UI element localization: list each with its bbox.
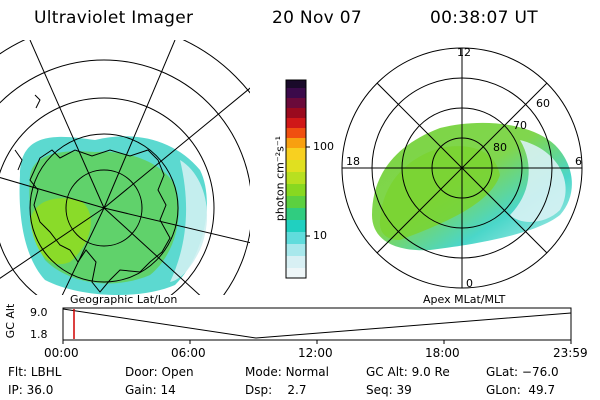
geographic-map [0,40,250,295]
timeline-xtick-0600: 06:00 [171,346,206,360]
altitude-curve [62,308,572,339]
colorbar-tick-100: 100 [313,140,334,153]
status-mode: Mode: Normal [245,365,329,379]
status-ip-value: 36.0 [26,383,54,397]
status-glat-value: −76.0 [521,365,559,379]
colorbar-unit-label: photon cm⁻²s⁻¹ [273,135,287,222]
observation-date: 20 Nov 07 [272,8,362,28]
timeline-axis-label: GC Alt [4,303,17,339]
mlat-label-80: 80 [493,141,507,154]
lat-circle-70 [29,133,179,283]
timeline-xtick-2359: 23:59 [553,346,588,360]
lat-circle-60 [0,97,215,295]
mlat-label-70: 70 [513,119,527,132]
left-panel-label: Geographic Lat/Lon [70,293,178,306]
coastline-fragment [14,149,23,171]
altitude-timeline [62,307,572,344]
mlat-label-60: 60 [536,97,550,110]
status-gc-alt-key: GC Alt: [366,365,408,379]
status-filter-value: LBHL [30,365,62,379]
mlt-label-12: 12 [457,46,471,59]
status-gain-key: Gain: [125,383,157,397]
colorbar [285,79,310,279]
status-gc-alt: GC Alt: 9.0 Re [366,365,450,379]
coastline [29,149,171,293]
aurora-oval-bright [379,146,500,240]
instrument-title: Ultraviolet Imager [34,8,194,28]
lat-circle-80 [65,169,143,247]
coastline-fragment [34,94,41,109]
timeline-xtick-0000: 00:00 [44,346,79,360]
timeline-xtick-1800: 18:00 [425,346,460,360]
status-glon: GLon: 49.7 [486,383,555,397]
status-gain: Gain: 14 [125,383,176,397]
aurora-emission-fringe [170,160,208,282]
status-dsp: Dsp: 2.7 [245,383,307,397]
status-seq-key: Seq: [366,383,393,397]
status-filter: Flt: LBHL [8,365,61,379]
status-gain-value: 14 [160,383,176,397]
status-mode-value: Normal [285,365,329,379]
status-door-key: Door: [125,365,158,379]
observation-time: 00:38:07 UT [430,8,538,28]
apex-polar-plot [372,122,572,251]
status-glat: GLat: −76.0 [486,365,559,379]
lat-circle-50 [0,59,250,295]
timeline-ytick-high: 9.0 [30,306,48,319]
meridians [0,40,250,295]
status-gc-alt-value: 9.0 Re [411,365,450,379]
mlt-label-6: 6 [575,155,582,168]
right-panel-label: Apex MLat/MLT [423,293,506,306]
status-filter-key: Flt: [8,365,27,379]
status-dsp-key: Dsp: [245,383,273,397]
mlt-label-0: 0 [466,277,473,290]
status-ip: IP: 36.0 [8,383,53,397]
status-glon-value: 49.7 [528,383,556,397]
status-glon-key: GLon: [486,383,521,397]
timeline-ytick-low: 1.8 [30,328,48,341]
mlt-label-18: 18 [346,155,360,168]
status-dsp-value: 2.7 [287,383,307,397]
timeline-xtick-1200: 12:00 [298,346,333,360]
status-glat-key: GLat: [486,365,519,379]
status-door-value: Open [161,365,194,379]
status-mode-key: Mode: [245,365,282,379]
colorbar-tick-10: 10 [313,229,327,242]
apex-grid [341,47,583,289]
status-seq: Seq: 39 [366,383,412,397]
status-door: Door: Open [125,365,194,379]
status-ip-key: IP: [8,383,23,397]
status-seq-value: 39 [396,383,412,397]
